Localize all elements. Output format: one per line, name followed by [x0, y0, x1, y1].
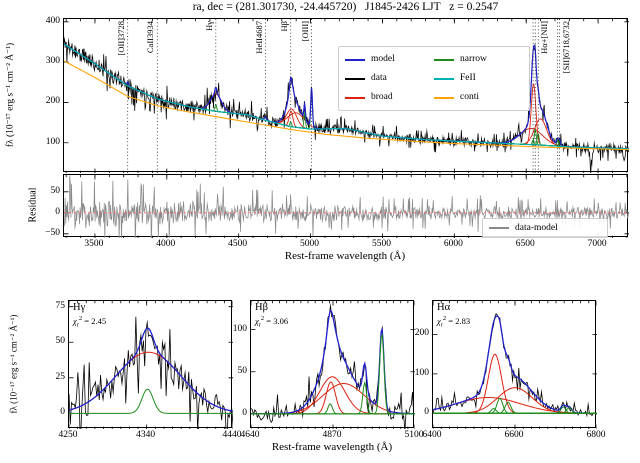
legend-item-narrow: narrow [434, 50, 523, 69]
x-tick-label: 6400 [422, 430, 442, 440]
hbeta-zoom-panel [250, 300, 415, 429]
y-tick-label: 300 [45, 56, 60, 67]
legend-label: narrow [460, 54, 487, 64]
legend-item-model: model [345, 50, 434, 69]
y-tick-label: 0 [424, 407, 429, 418]
line-name: Hβ [255, 302, 268, 313]
conti-line-swatch [434, 96, 454, 99]
main-legend: model data broad narrow FeII conti [338, 46, 530, 111]
x-tick-label: 4340 [136, 430, 156, 440]
y-tick-label: 25 [55, 371, 66, 382]
plot-title: ra, dec = (281.301730, -24.445720) J1845… [192, 1, 499, 13]
legend-label: broad [371, 92, 393, 102]
data-line-swatch [345, 77, 365, 80]
hgamma-zoom-panel [68, 300, 233, 429]
line-name: Hγ [73, 302, 86, 313]
y-tick-label: 100 [414, 367, 429, 378]
chi-square-value: χr2 = 3.06 [255, 315, 289, 329]
y-tick-label: 75 [55, 300, 66, 311]
chi-square-value: χr2 = 2.83 [437, 315, 471, 329]
x-tick-label: 5000 [300, 239, 320, 249]
y-tick-label: 50 [55, 336, 66, 347]
bottom-flux-ylabel: fλ (10⁻¹⁷ erg s⁻¹ cm⁻² Å⁻¹) [8, 314, 19, 414]
y-tick-label: 50 [50, 185, 61, 196]
legend-item-fe2: FeII [434, 69, 523, 88]
emission-line-label: CaII3934 [145, 21, 156, 54]
hbeta-canvas [251, 301, 415, 429]
shared-xaxis-label: Rest-frame wavelength (Å) [284, 250, 406, 262]
main-spectrum-panel [63, 18, 629, 173]
emission-line-label: Hγ [203, 21, 214, 31]
residual-ylabel: Residual [27, 187, 39, 223]
x-tick-label: 3500 [84, 239, 104, 249]
residual-legend: data-model [482, 218, 608, 238]
line-name: Hα [437, 302, 451, 313]
hgamma-canvas [69, 301, 233, 429]
chi-square-value: χr2 = 2.45 [73, 315, 107, 329]
broad-line-swatch [345, 96, 365, 99]
y-tick-label: 100 [45, 136, 60, 147]
hbeta-annotation: Hβ χr2 = 3.06 [255, 302, 288, 331]
hgamma-annotation: Hγ χr2 = 2.45 [73, 302, 106, 331]
x-tick-label: 6000 [443, 239, 463, 249]
y-tick-label: 0 [242, 407, 247, 418]
x-tick-label: 4000 [156, 239, 176, 249]
y-tick-label: 200 [45, 96, 60, 107]
main-flux-ylabel: fλ (10⁻¹⁷ erg s⁻¹ cm⁻² Å⁻¹) [5, 42, 16, 148]
bottom-xaxis-label: Rest-frame wavelength (Å) [271, 441, 393, 453]
x-tick-label: 4250 [58, 430, 78, 440]
emission-line-label: Hβ [278, 21, 289, 32]
y-tick-label: −50 [45, 227, 60, 238]
legend-item-conti: conti [434, 88, 523, 107]
x-tick-label: 4640 [240, 430, 260, 440]
y-tick-label: 400 [45, 15, 60, 26]
x-tick-label: 6800 [586, 430, 606, 440]
legend-item-data-model: data-model [489, 220, 558, 237]
y-tick-label: 0 [55, 206, 60, 217]
x-tick-label: 4440 [222, 430, 242, 440]
legend-item-broad: broad [345, 88, 434, 107]
x-tick-label: 6600 [504, 430, 524, 440]
legend-label: data [371, 73, 387, 83]
y-tick-label: 0 [60, 407, 65, 418]
y-tick-label: 50 [237, 365, 248, 376]
emission-line-label: Hα+[NII] [539, 21, 550, 54]
model-line-swatch [345, 58, 365, 61]
halpha-annotation: Hα χr2 = 2.83 [437, 302, 470, 331]
legend-label: FeII [460, 73, 476, 83]
x-tick-label: 4870 [322, 430, 342, 440]
emission-line-label: [OIII] [299, 21, 310, 42]
emission-line-label: [OII]3728 [115, 21, 126, 56]
halpha-canvas [433, 301, 597, 429]
legend-label: conti [460, 92, 479, 102]
residual-line-swatch [489, 227, 509, 229]
halpha-zoom-panel [432, 300, 597, 429]
legend-item-data: data [345, 69, 434, 88]
legend-label: data-model [515, 222, 558, 233]
x-tick-label: 5100 [404, 430, 424, 440]
emission-line-label: [SII]6718,6732 [560, 21, 571, 74]
narrow-line-swatch [434, 58, 454, 61]
y-tick-label: 200 [414, 328, 429, 339]
x-tick-label: 7000 [587, 239, 607, 249]
y-tick-label: 100 [232, 323, 247, 334]
emission-line-label: HeII4687 [253, 21, 264, 54]
legend-label: model [371, 54, 395, 64]
x-tick-label: 4500 [228, 239, 248, 249]
fe2-line-swatch [434, 77, 454, 80]
x-tick-label: 6500 [515, 239, 535, 249]
x-tick-label: 5500 [371, 239, 391, 249]
